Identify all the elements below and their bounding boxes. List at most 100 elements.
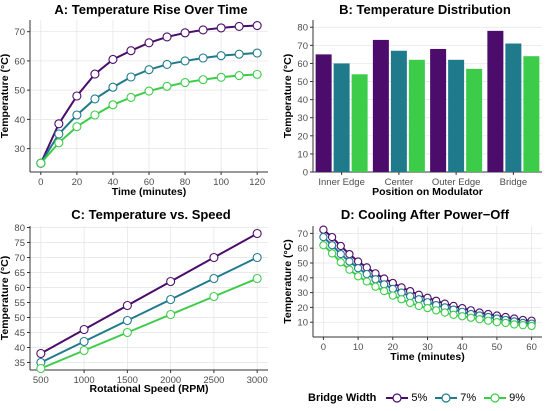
series-line-9pct [40, 277, 258, 370]
point-9pct [353, 272, 363, 281]
legend-item-5: 5% [386, 392, 427, 404]
point-5pct [345, 249, 354, 259]
y-tick-label: 30 [297, 113, 308, 124]
point-7pct [180, 56, 190, 66]
y-tick-label: 30 [14, 144, 25, 155]
y-tick-label: 70 [14, 27, 25, 38]
point-9pct [510, 320, 519, 329]
point-9pct [252, 69, 262, 79]
legend-item-9: 9% [484, 392, 525, 404]
point-5pct [327, 232, 337, 242]
series-line-5pct [40, 232, 258, 355]
x-tick-label: 40 [108, 177, 119, 188]
point-9pct [527, 321, 536, 331]
bar-7pct-inner-edge [333, 63, 350, 172]
y-tick-label: 0 [303, 168, 308, 179]
point-9pct [484, 316, 493, 325]
x-axis-title: Position on Modulator [372, 186, 483, 198]
y-tick-label: 30 [297, 288, 308, 299]
point-7pct [144, 65, 154, 75]
y-tick-label: 60 [14, 283, 25, 294]
point-9pct [379, 286, 389, 296]
y-tick-label: 50 [297, 77, 308, 88]
x-tick-label: 50 [492, 342, 503, 353]
point-5pct [122, 300, 132, 311]
point-9pct [126, 92, 136, 103]
y-tick-label: 40 [297, 95, 308, 106]
bar-5pct-inner-edge [315, 54, 332, 172]
bar-5pct-outer-edge [430, 48, 447, 173]
point-9pct [475, 315, 484, 324]
point-7pct [126, 72, 136, 82]
point-7pct [371, 275, 380, 284]
y-tick-label: 55 [14, 298, 25, 309]
bar-9pct-outer-edge [466, 68, 483, 172]
point-9pct [144, 86, 154, 96]
point-7pct [252, 252, 262, 263]
point-5pct [54, 119, 64, 129]
point-9pct [90, 110, 100, 120]
point-9pct [449, 310, 458, 319]
point-7pct [209, 273, 219, 284]
point-7pct [336, 249, 345, 259]
legend-swatch-5 [386, 393, 409, 403]
point-9pct [371, 282, 380, 291]
point-7pct [162, 59, 172, 69]
point-7pct [79, 336, 89, 347]
bar-9pct-inner-edge [351, 74, 368, 172]
point-5pct [216, 23, 226, 33]
series-line-7pct [40, 256, 258, 364]
point-9pct [466, 313, 476, 322]
x-tick-label: 0 [321, 342, 326, 353]
y-tick-label: 20 [297, 131, 308, 142]
point-9pct [362, 277, 371, 286]
chart-d: 10 20 30 40 50 60 70 0 10 20 30 40 50 60 Time (minutes… [282, 225, 542, 363]
y-tick-label: 50 [14, 86, 25, 97]
y-axis-title: Temperature (°C) [0, 256, 11, 341]
legend-swatch-7 [435, 393, 458, 403]
point-7pct [216, 51, 226, 61]
point-9pct [36, 158, 46, 168]
point-7pct [72, 110, 82, 120]
point-7pct [252, 48, 262, 58]
point-5pct [162, 32, 172, 42]
point-9pct [36, 363, 46, 374]
point-5pct [180, 28, 190, 38]
y-tick-label: 70 [297, 41, 308, 52]
x-axis-title: Time (minutes) [390, 351, 464, 363]
point-9pct [162, 81, 172, 91]
chart-b: 0 10 20 30 40 50 60 70 80 Position on Modulator Te… [282, 20, 542, 198]
y-tick-label: 65 [14, 268, 25, 279]
y-tick-label: 60 [297, 59, 308, 70]
point-7pct [166, 294, 176, 305]
point-5pct [209, 252, 219, 263]
x-tick-label: 40 [457, 342, 468, 353]
point-9pct [423, 303, 432, 313]
x-tick-label: 60 [144, 177, 155, 188]
point-9pct [501, 318, 510, 328]
point-9pct [216, 72, 226, 82]
bar-7pct-bridge [505, 43, 522, 173]
point-7pct [327, 241, 337, 250]
x-tick-label: Center [385, 177, 414, 188]
point-5pct [319, 225, 328, 234]
x-axis-title: Time (minutes) [112, 186, 186, 198]
x-tick-label: 20 [72, 177, 83, 188]
point-5pct [166, 276, 176, 287]
legend-label-9: 9% [509, 392, 526, 404]
y-tick-label: 20 [297, 303, 308, 314]
panel-a-title: A: Temperature Rise Over Time [54, 2, 248, 17]
x-tick-label: 10 [353, 342, 364, 353]
point-5pct [252, 228, 262, 239]
point-7pct [90, 94, 100, 104]
y-tick-label: 70 [14, 253, 25, 264]
y-tick-label: 40 [297, 273, 308, 284]
bar-7pct-outer-edge [448, 59, 465, 172]
x-tick-label: 1500 [117, 375, 138, 386]
y-tick-label: 50 [14, 313, 25, 324]
point-5pct [90, 69, 100, 79]
legend-label-5: 5% [411, 392, 428, 404]
point-9pct [122, 327, 132, 338]
point-7pct [108, 82, 118, 92]
